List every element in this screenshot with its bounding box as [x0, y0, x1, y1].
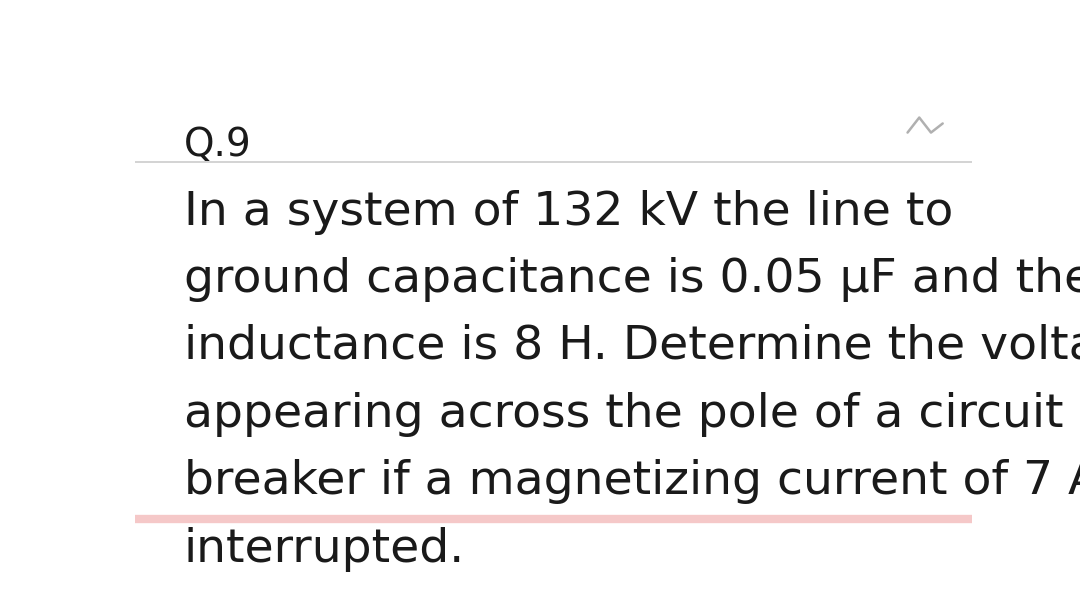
Text: appearing across the pole of a circuit: appearing across the pole of a circuit: [184, 392, 1063, 437]
Text: ground capacitance is 0.05 μF and the: ground capacitance is 0.05 μF and the: [184, 257, 1080, 302]
Text: interrupted.: interrupted.: [184, 527, 464, 572]
Text: breaker if a magnetizing current of 7 A is: breaker if a magnetizing current of 7 A …: [184, 459, 1080, 504]
Text: Q.9: Q.9: [184, 126, 252, 164]
Text: inductance is 8 H. Determine the voltage: inductance is 8 H. Determine the voltage: [184, 324, 1080, 369]
Text: In a system of 132 kV the line to: In a system of 132 kV the line to: [184, 189, 953, 234]
